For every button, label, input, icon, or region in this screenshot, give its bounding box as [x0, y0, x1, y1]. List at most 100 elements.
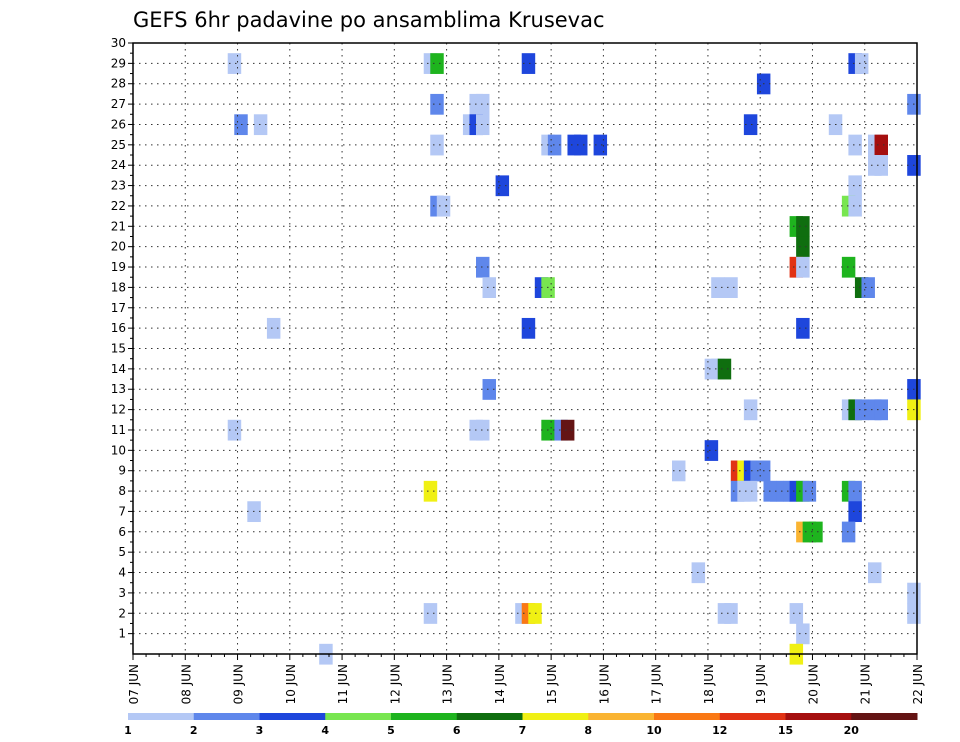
- precip-cell: [724, 603, 738, 624]
- x-tick-label: 11 JUN: [336, 664, 350, 704]
- precip-cell: [711, 277, 725, 298]
- precip-cell: [848, 480, 862, 502]
- colorbar-label: 2: [190, 724, 198, 737]
- colorbar-swatch: [654, 713, 721, 720]
- colorbar-swatch: [128, 713, 195, 720]
- y-axis: 1234567891011121314151617181920212223242…: [111, 36, 133, 645]
- precip-cell: [841, 256, 856, 278]
- precip-cell: [848, 501, 862, 523]
- precip-cell: [227, 419, 242, 441]
- precip-cell: [802, 480, 817, 502]
- colorbar-swatch: [588, 713, 655, 720]
- x-tick-label: 22 JUN: [911, 664, 925, 704]
- colorbar-swatch: [785, 713, 852, 720]
- precip-cell: [796, 317, 810, 339]
- x-tick-label: 09 JUN: [232, 664, 246, 704]
- y-tick-label: 29: [111, 56, 126, 70]
- precip-cell: [809, 521, 823, 543]
- x-tick-label: 10 JUN: [284, 664, 298, 704]
- colorbar-label: 20: [844, 724, 860, 737]
- precip-cell: [868, 562, 882, 584]
- y-tick-label: 3: [118, 586, 126, 600]
- y-tick-label: 27: [111, 97, 126, 111]
- colorbar-swatch: [456, 713, 523, 720]
- precip-cell: [861, 277, 875, 298]
- y-tick-label: 12: [111, 403, 126, 417]
- y-tick-label: 19: [111, 260, 126, 274]
- x-tick-label: 19 JUN: [754, 664, 768, 704]
- y-tick-label: 25: [111, 138, 126, 152]
- colorbar-label: 7: [519, 724, 527, 737]
- x-tick-label: 18 JUN: [702, 664, 716, 704]
- precip-cell: [874, 155, 888, 176]
- y-tick-label: 21: [111, 219, 126, 233]
- precip-cell: [430, 53, 444, 74]
- x-tick-label: 07 JUN: [127, 664, 141, 704]
- precip-cell: [574, 134, 588, 156]
- precip-cell: [796, 256, 810, 278]
- colorbar: 1 2 3 4 5 6 7 8 10 12 15 20: [124, 713, 918, 737]
- precip-cell: [482, 379, 496, 400]
- colorbar-swatch: [522, 713, 589, 720]
- precip-cell: [796, 236, 810, 258]
- colorbar-swatch: [719, 713, 786, 720]
- y-tick-label: 8: [118, 484, 126, 498]
- colorbar-swatch: [193, 713, 260, 720]
- precip-cell: [476, 256, 490, 278]
- y-tick-label: 13: [111, 382, 126, 396]
- precip-cell: [521, 317, 536, 339]
- x-tick-label: 12 JUN: [388, 664, 402, 704]
- precip-cell: [482, 277, 496, 298]
- precip-cell: [495, 175, 510, 197]
- precip-cell: [854, 399, 869, 421]
- colorbar-swatch: [259, 713, 326, 720]
- precip-cell: [743, 114, 758, 136]
- precip-cell: [874, 399, 888, 421]
- precip-cell: [854, 53, 869, 74]
- x-tick-label: 13 JUN: [441, 664, 455, 704]
- precip-cell: [423, 480, 438, 502]
- colorbar-label: 5: [387, 724, 395, 737]
- x-tick-label: 21 JUN: [859, 664, 873, 704]
- precip-cell: [227, 53, 242, 74]
- precip-cell: [253, 114, 268, 136]
- precip-cell: [476, 93, 490, 115]
- colorbar-label: 1: [124, 724, 132, 737]
- x-tick-label: 17 JUN: [650, 664, 664, 704]
- precip-cell: [796, 623, 810, 645]
- colorbar-label: 12: [712, 724, 727, 737]
- chart-title: GEFS 6hr padavine po ansamblima Krusevac: [133, 8, 605, 32]
- x-tick-label: 08 JUN: [179, 664, 193, 704]
- y-tick-label: 7: [118, 504, 126, 518]
- colorbar-swatch: [325, 713, 392, 720]
- y-tick-label: 6: [118, 525, 126, 539]
- precip-cell: [672, 460, 686, 482]
- precip-cell: [266, 317, 281, 339]
- x-tick-label: 14 JUN: [493, 664, 507, 704]
- precip-cell: [848, 195, 862, 217]
- precip-cell: [423, 603, 438, 624]
- colorbar-label: 3: [256, 724, 264, 737]
- precip-cell: [521, 53, 536, 74]
- precip-cell: [476, 114, 490, 136]
- precip-cell: [848, 175, 862, 197]
- y-tick-label: 2: [118, 606, 126, 620]
- precip-cell: [841, 521, 856, 543]
- x-tick-label: 20 JUN: [806, 664, 820, 704]
- precip-cell: [430, 93, 444, 115]
- y-tick-label: 14: [111, 362, 126, 376]
- y-tick-label: 28: [111, 77, 126, 91]
- colorbar-swatch: [851, 713, 918, 720]
- precip-cell: [743, 480, 758, 502]
- x-tick-label: 15 JUN: [545, 664, 559, 704]
- x-axis: 07 JUN 08 JUN 09 JUN 10 JUN 11 JUN 12 JUN 13 J…: [127, 654, 925, 704]
- precip-cell: [436, 195, 451, 217]
- precipitation-cells: [227, 53, 921, 665]
- x-tick-label: 16 JUN: [597, 664, 611, 704]
- colorbar-label: 10: [646, 724, 662, 737]
- y-tick-label: 16: [111, 321, 126, 335]
- y-tick-label: 17: [111, 301, 126, 315]
- precip-cell: [743, 399, 758, 421]
- colorbar-swatch: [391, 713, 458, 720]
- y-tick-label: 23: [111, 179, 126, 193]
